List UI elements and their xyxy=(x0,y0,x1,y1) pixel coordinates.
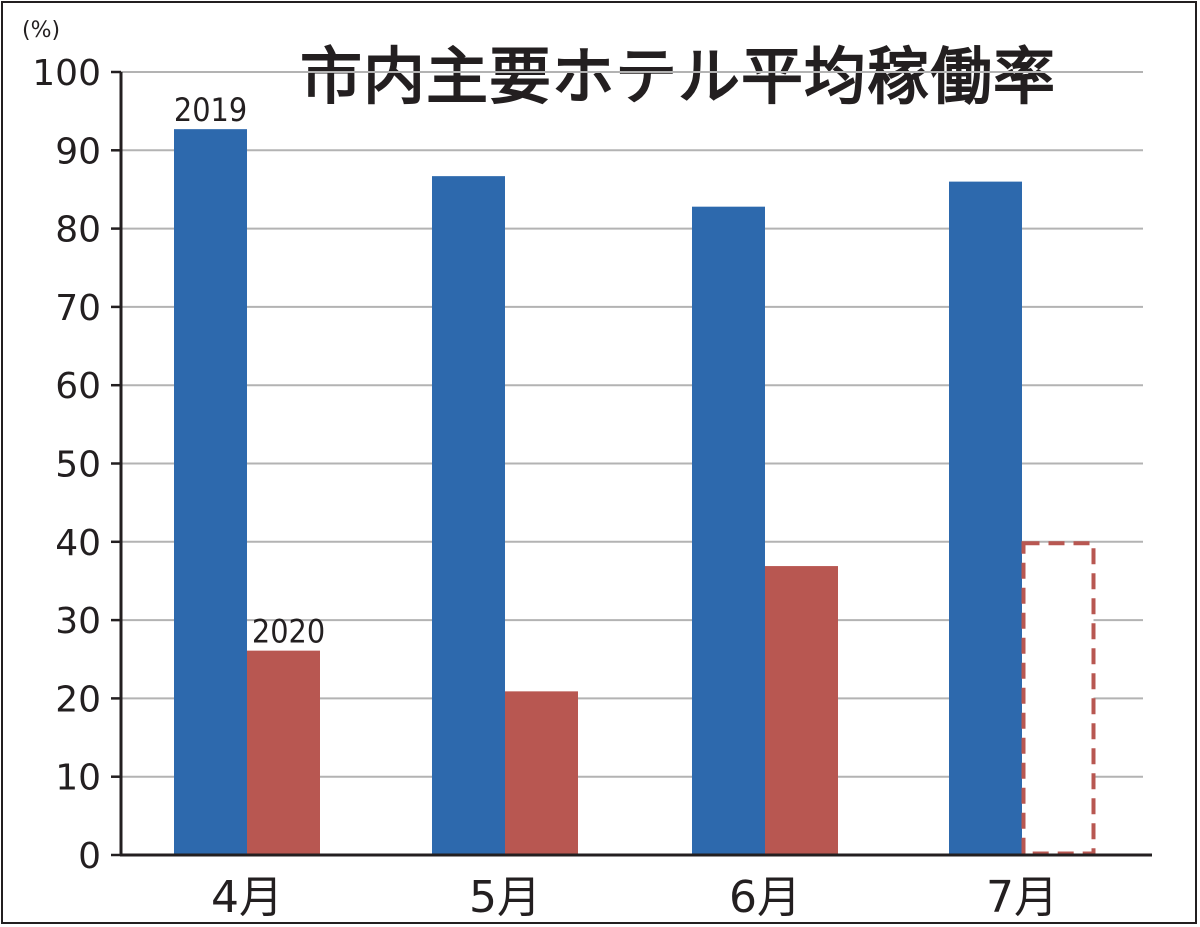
y-tick-label: 30 xyxy=(55,601,101,642)
y-tick-label: 20 xyxy=(55,679,101,720)
y-tick-label: 100 xyxy=(32,53,101,94)
bar-2020-4-forecast xyxy=(1021,541,1096,856)
y-axis-unit-label: (%) xyxy=(22,18,61,43)
bar-2020-1 xyxy=(247,650,320,855)
x-category-label: 6月 xyxy=(729,872,801,923)
y-tick-label: 80 xyxy=(55,210,101,251)
x-category-label: 4月 xyxy=(211,872,283,923)
bar-2019-3 xyxy=(692,206,765,855)
y-tick-label: 60 xyxy=(55,366,101,407)
chart-title: 市内主要ホテル平均稼働率 xyxy=(300,40,1057,113)
y-tick-label: 50 xyxy=(55,445,101,486)
y-tick-label: 0 xyxy=(78,836,101,877)
bar-2020-3 xyxy=(765,566,838,855)
y-tick-label: 90 xyxy=(55,131,101,172)
x-category-label: 7月 xyxy=(986,872,1058,923)
bar-2019-1 xyxy=(174,129,247,855)
series-label-2020: 2020 xyxy=(252,613,325,651)
series-label-2019: 2019 xyxy=(174,91,247,129)
bar-2019-2 xyxy=(432,176,505,855)
bar-2020-2 xyxy=(505,691,578,855)
bar-2019-4 xyxy=(949,181,1022,855)
y-tick-label: 40 xyxy=(55,523,101,564)
y-tick-label: 10 xyxy=(55,758,101,799)
x-category-label: 5月 xyxy=(469,872,541,923)
y-tick-label: 70 xyxy=(55,288,101,329)
